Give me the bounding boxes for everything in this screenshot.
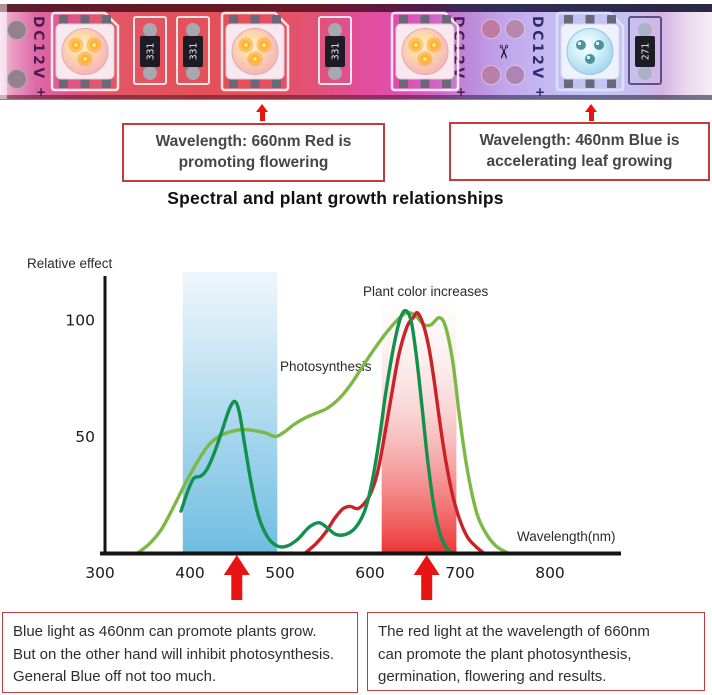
red-wavelength-callout: Wavelength: 660nm Red is promoting flowe…: [122, 123, 385, 182]
resistor-value: 271: [641, 43, 652, 60]
resistor-271: 271: [628, 16, 662, 85]
strip-bottom-edge: [0, 95, 712, 100]
red-led-module: [220, 11, 290, 92]
resistor-331: 331: [133, 16, 167, 85]
x-tick-label: 600: [355, 564, 385, 582]
resistor-value: 331: [146, 43, 157, 60]
blue-led-module: [555, 11, 625, 92]
led-strip-photo: DC12V + DC12V + DC12V +: [0, 4, 712, 100]
series-dark-green-curve: [179, 308, 454, 555]
page-title: Spectral and plant growth relationships: [167, 188, 504, 208]
x-tick-label: 500: [265, 564, 295, 582]
led-chips-glow: [68, 37, 102, 67]
y-tick-label: 50: [75, 428, 95, 446]
resistor-331: 331: [176, 16, 210, 85]
cut-point: ✂: [481, 19, 525, 85]
plus-mark: +: [535, 85, 545, 99]
wavelength-arrow-icon: [223, 555, 250, 600]
strip-top-edge: [0, 4, 712, 12]
x-tick-label: 300: [85, 564, 115, 582]
x-axis-label: Wavelength(nm): [517, 529, 616, 544]
strip-left-end: [0, 4, 7, 99]
y-tick-label: 100: [65, 312, 95, 330]
dc12v-text: DC12V: [30, 16, 46, 81]
resistor-value: 331: [189, 43, 200, 60]
plus-mark: +: [456, 85, 466, 99]
led-chips-blue: [576, 40, 604, 64]
scissors-icon: ✂: [492, 44, 513, 60]
resistor-331: 331: [318, 16, 352, 85]
red-light-note-text: The red light at the wavelength of 660nm…: [378, 623, 650, 685]
red-led-module: [50, 11, 120, 92]
blue-light-note: Blue light as 460nm can promote plants g…: [2, 612, 358, 693]
y-axis-label: Relative effect: [27, 256, 113, 271]
red-led-module: [390, 11, 460, 92]
up-arrow-icon: [585, 104, 598, 122]
led-chips-glow: [408, 37, 442, 67]
x-tick-label: 400: [175, 564, 205, 582]
blue-band: [182, 272, 278, 553]
led-chips-glow: [238, 37, 272, 67]
arrow-head: [585, 104, 597, 112]
voltage-label-1: DC12V +: [30, 16, 46, 99]
blue-light-note-text: Blue light as 460nm can promote plants g…: [13, 623, 335, 685]
red-wavelength-callout-text: Wavelength: 660nm Red is promoting flowe…: [155, 133, 352, 171]
spectral-chart: 300 400 500 600 700 800 50 100: [65, 272, 621, 600]
plus-mark: +: [36, 85, 46, 99]
up-arrow-icon: [256, 104, 269, 122]
x-tick-label: 700: [445, 564, 475, 582]
photosynthesis-annotation: Photosynthesis: [280, 359, 372, 374]
red-light-note: The red light at the wavelength of 660nm…: [367, 612, 705, 691]
plant-color-annotation: Plant color increases: [363, 284, 489, 299]
blue-wavelength-callout: Wavelength: 460nm Blue is accelerating l…: [449, 122, 710, 181]
series-red-curve: [303, 310, 486, 555]
arrow-stem: [260, 112, 265, 121]
dc12v-text: DC12V: [529, 16, 545, 81]
red-band: [381, 302, 457, 553]
x-tick-label: 800: [535, 564, 565, 582]
resistor-value: 331: [331, 43, 342, 60]
wavelength-arrow-icon: [413, 555, 440, 600]
voltage-label-3: DC12V +: [529, 16, 545, 99]
solder-pads-left: [7, 20, 27, 89]
series-photosynthesis-light-green: [136, 310, 510, 555]
blue-wavelength-callout-text: Wavelength: 460nm Blue is accelerating l…: [479, 132, 680, 170]
arrow-stem: [589, 112, 594, 121]
arrow-head: [256, 104, 268, 112]
